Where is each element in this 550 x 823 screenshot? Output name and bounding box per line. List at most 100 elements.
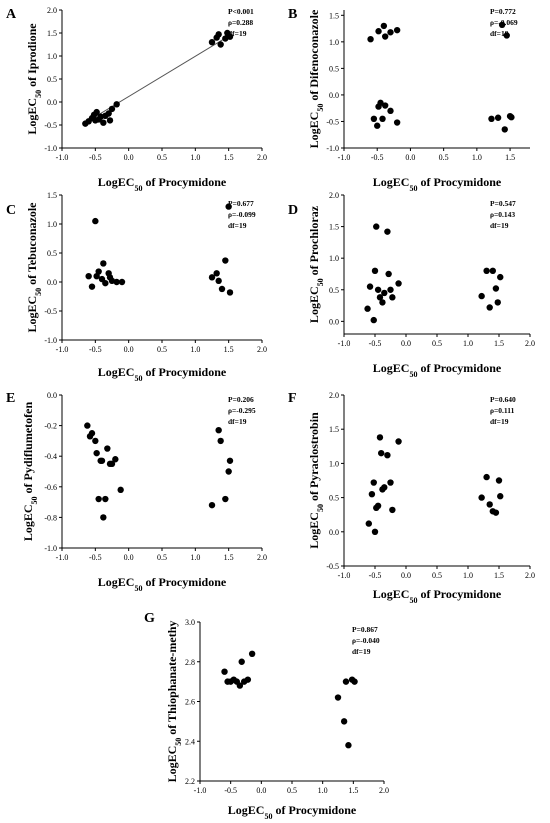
data-point [486, 501, 493, 508]
data-point [379, 299, 386, 306]
data-point [375, 28, 382, 35]
panel-letter: A [6, 7, 17, 22]
data-point [395, 280, 402, 287]
data-point [492, 509, 500, 516]
data-point [108, 105, 116, 113]
x-tick-label: 1.0 [190, 153, 200, 162]
data-point [376, 434, 384, 441]
data-point [222, 257, 229, 264]
y-tick-label: 0.5 [47, 249, 57, 258]
data-point [478, 494, 485, 501]
data-point [218, 285, 226, 293]
data-point [118, 278, 126, 286]
data-point [483, 473, 490, 481]
data-point [340, 718, 348, 725]
stat-line: ρ=-0.040 [352, 636, 380, 645]
data-point [88, 283, 96, 290]
x-axis-label: LogEC50 of Procymidone [228, 803, 357, 821]
x-tick-label: 2.0 [379, 786, 389, 795]
y-tick-label: 0.5 [329, 286, 339, 295]
data-point [208, 501, 216, 509]
data-point [494, 299, 501, 306]
y-tick-label: 1.0 [329, 254, 339, 263]
x-tick-label: 0.0 [124, 153, 134, 162]
stat-line: df=19 [490, 29, 509, 38]
y-axis-label: LogEC50 of Pydiflumetofen [21, 402, 39, 542]
y-axis-label: LogEC50 of Difenoconazole [307, 9, 325, 148]
panel-letter: D [288, 203, 298, 218]
data-point [492, 285, 500, 292]
y-tick-label: -0.5 [44, 307, 57, 316]
data-point [100, 260, 107, 267]
data-point [371, 267, 379, 275]
chart-panel-f: F-1.0 -0.5 0.0 0.5 1.0 1.5 2.0-0.50.00.51.01.5… [288, 391, 535, 605]
stat-line: df=19 [228, 221, 247, 230]
y-tick-label: -0.4 [44, 452, 57, 461]
y-tick-label: 2.6 [185, 698, 195, 707]
data-point [389, 506, 396, 514]
y-tick-label: -1.0 [44, 544, 57, 553]
y-axis-label: LogEC50 of Iprodione [25, 23, 43, 135]
data-point [377, 99, 384, 107]
stat-line: df=19 [228, 417, 247, 426]
data-point [100, 119, 107, 126]
data-point [334, 694, 342, 701]
data-point [387, 29, 394, 36]
data-point [387, 286, 394, 293]
stat-line: P=0.867 [352, 625, 378, 634]
data-point [497, 493, 504, 500]
data-point [93, 449, 100, 457]
y-tick-label: 2.0 [329, 191, 339, 200]
data-point [378, 449, 385, 457]
data-point [225, 468, 232, 475]
data-point [393, 26, 401, 34]
data-point [370, 115, 378, 123]
y-tick-label: -0.5 [44, 121, 57, 130]
y-tick-label: -0.6 [44, 483, 57, 492]
data-point [381, 33, 389, 40]
data-point [108, 460, 116, 468]
data-point [92, 217, 99, 225]
x-tick-label: 0.5 [432, 339, 442, 348]
x-tick-label: -1.0 [194, 786, 207, 795]
data-point [367, 35, 374, 43]
panel-letter: G [144, 611, 155, 626]
x-tick-label: 0.0 [256, 786, 266, 795]
x-axis-label: LogEC50 of Procymidone [98, 575, 227, 593]
data-point [85, 273, 92, 280]
y-axis-label: LogEC50 of Tebuconazole [25, 202, 43, 333]
data-point [395, 438, 402, 445]
x-tick-label: 1.0 [463, 571, 473, 580]
chart-panel-c: C -1.0 -0.5 0.0 0.5 1.0 1.5 2.0 -1.0 -0.5 0.0 0.5 1.… [6, 191, 267, 383]
data-point [100, 514, 107, 521]
x-tick-label: 0.5 [157, 345, 167, 354]
data-point [225, 203, 232, 210]
stat-line: P=0.772 [490, 7, 516, 16]
data-point [368, 490, 376, 498]
x-axis-label: LogEC50 of Procymidone [98, 175, 227, 193]
data-point [387, 107, 394, 115]
x-axis-label: LogEC50 of Procymidone [373, 587, 502, 605]
data-point [117, 486, 124, 494]
data-point [217, 437, 224, 445]
data-point [215, 277, 222, 285]
y-tick-label: -0.2 [44, 422, 57, 431]
x-tick-label: 1.5 [348, 786, 358, 795]
data-point [508, 114, 515, 121]
x-tick-label: -0.5 [369, 339, 382, 348]
data-point [503, 32, 510, 39]
data-point [105, 110, 112, 117]
data-point [379, 115, 386, 123]
data-point [226, 457, 234, 464]
data-point [102, 495, 109, 503]
stat-line: ρ=0.143 [490, 210, 515, 219]
x-tick-label: -0.5 [371, 153, 384, 162]
data-point [373, 223, 380, 230]
y-tick-label: 1.0 [47, 52, 57, 61]
chart-panel-e: E -1.0 -0.5 0.0 0.5 1.0 1.5 2.0 -1.0 -0.8 -0.6 -0.4… [6, 391, 267, 593]
data-point [244, 676, 252, 683]
stat-line: P=0.640 [490, 395, 516, 404]
data-point [381, 484, 388, 491]
y-tick-label: 0.0 [47, 98, 57, 107]
y-tick-label: 1.5 [329, 223, 339, 232]
